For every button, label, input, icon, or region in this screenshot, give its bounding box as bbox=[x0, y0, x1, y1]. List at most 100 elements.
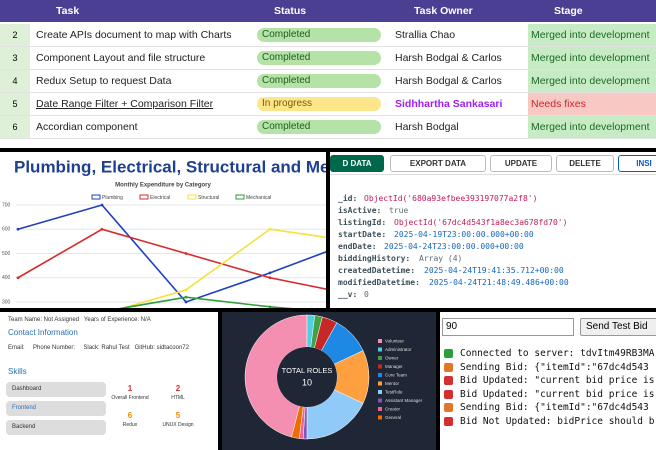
row-line bbox=[0, 46, 656, 47]
legend-label: Manager bbox=[385, 364, 403, 369]
status-pill: In progress bbox=[257, 97, 381, 111]
log-icon bbox=[444, 376, 453, 385]
field-value: 0 bbox=[364, 290, 369, 299]
field-key: __v: bbox=[338, 290, 358, 299]
field-value: 2025-04-24T19:41:35.712+00:00 bbox=[424, 266, 564, 275]
legend-swatch bbox=[378, 364, 382, 369]
data-point bbox=[184, 288, 188, 292]
stat-label: Overall Frontend bbox=[111, 395, 149, 401]
legend-label: Mechanical bbox=[246, 195, 271, 201]
field-key: _id: bbox=[338, 194, 358, 203]
field-key: isActive: bbox=[338, 206, 382, 215]
field-key: modifiedDatetime: bbox=[338, 278, 420, 287]
delete-button[interactable]: DELETE bbox=[556, 155, 614, 172]
skills-heading: Skills bbox=[8, 367, 27, 376]
column-header: Status bbox=[274, 5, 307, 17]
field-value: 2025-04-24T23:00:00.000+00:00 bbox=[384, 242, 524, 251]
legend-label: Administrator bbox=[385, 347, 412, 352]
skill-item[interactable]: Dashboard bbox=[6, 382, 106, 397]
bid-input[interactable]: 90 bbox=[442, 318, 574, 336]
legend-swatch bbox=[378, 373, 382, 377]
log-icon bbox=[444, 403, 453, 412]
document-panel: D DATA EXPORT DATA UPDATE DELETE INSI _i… bbox=[330, 152, 656, 308]
log-line: Sending Bid: {"itemId":"67dc4d543 bbox=[460, 402, 649, 413]
stat-label: UNUX Design bbox=[162, 422, 194, 428]
row-number: 6 bbox=[0, 116, 30, 138]
field-key: createdDatetime: bbox=[338, 266, 416, 275]
field-value: ObjectId('67dc4d543f1a8ec3a678fd70') bbox=[394, 218, 568, 227]
chart-title: Plumbing, Electrical, Structural and Mec… bbox=[14, 157, 326, 176]
column-header: Task bbox=[56, 5, 80, 17]
y-tick-label: 300 bbox=[2, 299, 11, 305]
legend-swatch bbox=[139, 194, 149, 200]
legend-label: Structural bbox=[198, 195, 219, 201]
field-value: ObjectId('680a93efbee393197077a2f8') bbox=[364, 194, 538, 203]
export-data-button[interactable]: EXPORT DATA bbox=[390, 155, 486, 172]
donut-chart: Volunteer Administrator Owner Manager Core T… bbox=[244, 314, 423, 440]
legend-swatch bbox=[378, 356, 382, 360]
legend-swatch bbox=[378, 407, 382, 411]
row-number: 3 bbox=[0, 47, 30, 69]
owner-cell: Sidhhartha Sankasari bbox=[395, 98, 503, 110]
add-data-button[interactable]: D DATA bbox=[330, 155, 384, 172]
profile-panel: Team Name: Not Assigned Years of Experie… bbox=[0, 312, 218, 450]
data-point bbox=[184, 300, 188, 304]
data-point bbox=[268, 276, 272, 280]
legend-label: Volunteer bbox=[385, 339, 405, 344]
legend-label: Owner bbox=[385, 356, 399, 361]
data-point bbox=[184, 252, 188, 255]
contact-line: Email: Phone Number: Slack: Rahul Test G… bbox=[8, 345, 189, 351]
field-key: endDate: bbox=[338, 242, 377, 251]
stage-cell: Merged into development bbox=[528, 116, 656, 138]
stage-cell: Merged into development bbox=[528, 24, 656, 46]
task-cell: Accordian component bbox=[36, 121, 138, 133]
console-panel: 90 Send Test Bid Connected to server: td… bbox=[440, 312, 656, 450]
send-bid-button[interactable]: Send Test Bid bbox=[580, 318, 656, 336]
row-number: 5 bbox=[0, 93, 30, 115]
field-value: Array (4) bbox=[419, 254, 463, 263]
team-info: Team Name: Not Assigned Years of Experie… bbox=[8, 317, 151, 323]
row-line bbox=[0, 115, 656, 116]
y-tick-label: 400 bbox=[2, 275, 11, 281]
field-value: 2025-04-24T21:48:49.486+00:00 bbox=[429, 278, 569, 287]
center-label: TOTAL ROLES bbox=[282, 366, 333, 375]
update-button[interactable]: UPDATE bbox=[490, 155, 552, 172]
task-cell: Component Layout and file structure bbox=[36, 52, 206, 64]
status-pill: Completed bbox=[257, 28, 381, 42]
legend-label: Plumbing bbox=[102, 195, 123, 201]
status-pill: Completed bbox=[257, 120, 381, 134]
owner-cell: Harsh Bodgal bbox=[395, 121, 459, 133]
row-number: 2 bbox=[0, 24, 30, 46]
row-line bbox=[0, 92, 656, 93]
log-line: Bid Updated: "current bid price is bbox=[460, 375, 655, 386]
task-cell: Redux Setup to request Data bbox=[36, 75, 172, 87]
field-value: 2025-04-19T23:00:00.000+00:00 bbox=[394, 230, 534, 239]
legend-swatch bbox=[378, 347, 382, 352]
log-line: Bid Updated: "current bid price is bbox=[460, 388, 655, 400]
stat-value: 2 bbox=[175, 384, 181, 393]
legend-label: General bbox=[385, 415, 401, 420]
skill-item[interactable]: Frontend bbox=[6, 401, 106, 416]
legend-label: Assistant Manager bbox=[385, 398, 423, 403]
contact-heading: Contact Information bbox=[8, 328, 78, 337]
row-line bbox=[0, 138, 656, 139]
donut-hole bbox=[277, 347, 337, 407]
task-cell: Date Range Filter + Comparison Filter bbox=[36, 98, 214, 110]
log-line: Connected to server: tdvItm49RB3MA bbox=[460, 348, 655, 359]
chart-subtitle: Monthly Expenditure by Category bbox=[115, 183, 211, 189]
skill-item[interactable]: Backend bbox=[6, 420, 106, 435]
spreadsheet: Task Status Task Owner Stage 2 Create APIs do… bbox=[0, 0, 656, 148]
insights-button[interactable]: INSI bbox=[618, 155, 656, 172]
legend-swatch bbox=[378, 381, 382, 386]
row-number: 4 bbox=[0, 70, 30, 92]
legend-swatch bbox=[378, 390, 382, 394]
stat-label: HTML bbox=[171, 395, 185, 401]
legend-swatch bbox=[235, 194, 245, 200]
toolbar: D DATA EXPORT DATA UPDATE DELETE INSI bbox=[330, 152, 656, 175]
data-point bbox=[16, 276, 20, 280]
legend-swatch bbox=[378, 415, 382, 420]
owner-cell: Strallia Chao bbox=[395, 29, 456, 41]
log-icon bbox=[444, 362, 453, 372]
stat-value: 6 bbox=[127, 411, 133, 420]
